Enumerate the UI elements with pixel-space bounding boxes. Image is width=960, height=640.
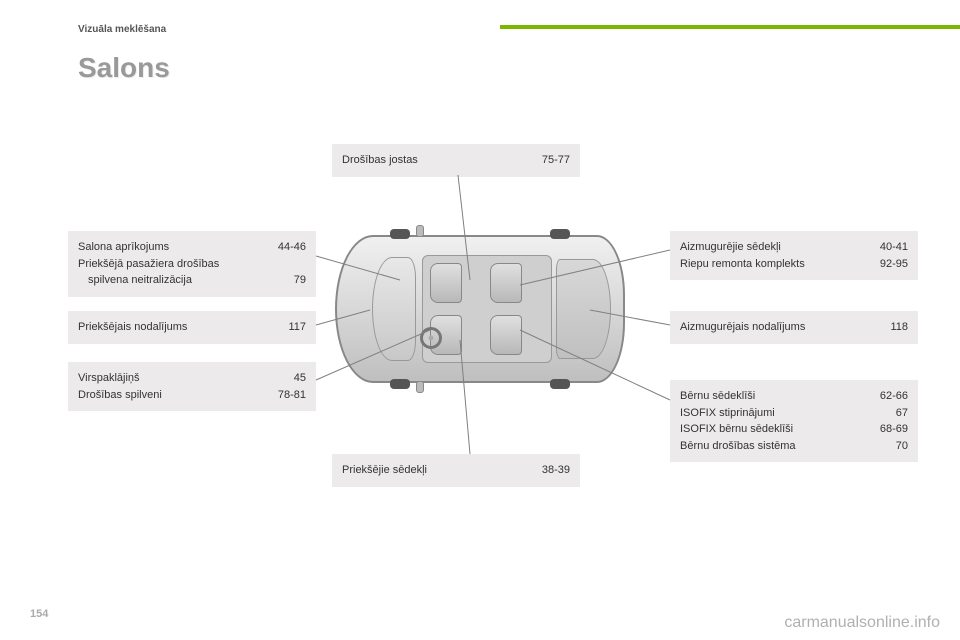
callout-child-seats: Bērnu sēdeklīši 62-66 ISOFIX stiprinājumi… <box>670 380 918 462</box>
callout-pages: 68-69 <box>880 421 908 438</box>
car-interior-diagram <box>330 225 630 393</box>
callout-label: Salona aprīkojums <box>78 239 169 256</box>
callout-label: Bērnu sēdeklīši <box>680 388 755 405</box>
callout-label: Priekšējais nodalījums <box>78 319 187 336</box>
callout-front-seats: Priekšējie sēdekļi 38-39 <box>332 454 580 487</box>
windshield <box>372 257 416 361</box>
side-mirror <box>416 225 424 237</box>
callout-label: spilvena neitralizācija <box>78 272 192 289</box>
wheel <box>550 229 570 239</box>
page-number: 154 <box>30 608 48 620</box>
wheel <box>390 379 410 389</box>
callout-pages: 118 <box>890 319 908 336</box>
callout-pages: 79 <box>294 272 306 289</box>
callout-pages: 92-95 <box>880 256 908 273</box>
callout-rear-compartment: Aizmugurējais nodalījums 118 <box>670 311 918 344</box>
front-left-seat <box>430 263 462 303</box>
callout-label: Virspaklājiņš <box>78 370 140 387</box>
steering-wheel <box>420 327 442 349</box>
callout-label: Aizmugurējie sēdekļi <box>680 239 781 256</box>
wheel <box>390 229 410 239</box>
callout-label: ISOFIX bērnu sēdeklīši <box>680 421 793 438</box>
top-accent-bar <box>500 25 960 29</box>
rear-right-seat <box>490 315 522 355</box>
callout-front-compartment: Priekšējais nodalījums 117 <box>68 311 316 344</box>
rear-left-seat <box>490 263 522 303</box>
wheel <box>550 379 570 389</box>
callout-pages: 62-66 <box>880 388 908 405</box>
callout-pages: 78-81 <box>278 387 306 404</box>
callout-pages: 45 <box>294 370 306 387</box>
callout-label: Drošības spilveni <box>78 387 162 404</box>
callout-pages: 44-46 <box>278 239 306 256</box>
callout-label: Drošības jostas <box>342 152 418 169</box>
callout-label: Priekšējā pasažiera drošības <box>78 256 219 273</box>
callout-pages: 117 <box>288 319 306 336</box>
callout-pages: 75-77 <box>542 152 570 169</box>
callout-label: Priekšējie sēdekļi <box>342 462 427 479</box>
trunk-area <box>556 259 611 359</box>
callout-label: Riepu remonta komplekts <box>680 256 805 273</box>
callout-pages: 38-39 <box>542 462 570 479</box>
section-label: Vizuāla meklēšana <box>78 24 166 35</box>
callout-seat-belts: Drošības jostas 75-77 <box>332 144 580 177</box>
callout-label: Aizmugurējais nodalījums <box>680 319 805 336</box>
callout-mats-airbags: Virspaklājiņš 45 Drošības spilveni 78-81 <box>68 362 316 411</box>
page-title: Salons <box>78 52 170 84</box>
callout-label: ISOFIX stiprinājumi <box>680 405 775 422</box>
callout-pages: 40-41 <box>880 239 908 256</box>
callout-pages: 67 <box>896 405 908 422</box>
callout-rear-seats-tires: Aizmugurējie sēdekļi 40-41 Riepu remonta … <box>670 231 918 280</box>
callout-equipment: Salona aprīkojums 44-46 Priekšējā pasažie… <box>68 231 316 297</box>
side-mirror <box>416 381 424 393</box>
callout-label: Bērnu drošības sistēma <box>680 438 796 455</box>
callout-pages: 70 <box>896 438 908 455</box>
watermark-text: carmanualsonline.info <box>784 614 940 632</box>
